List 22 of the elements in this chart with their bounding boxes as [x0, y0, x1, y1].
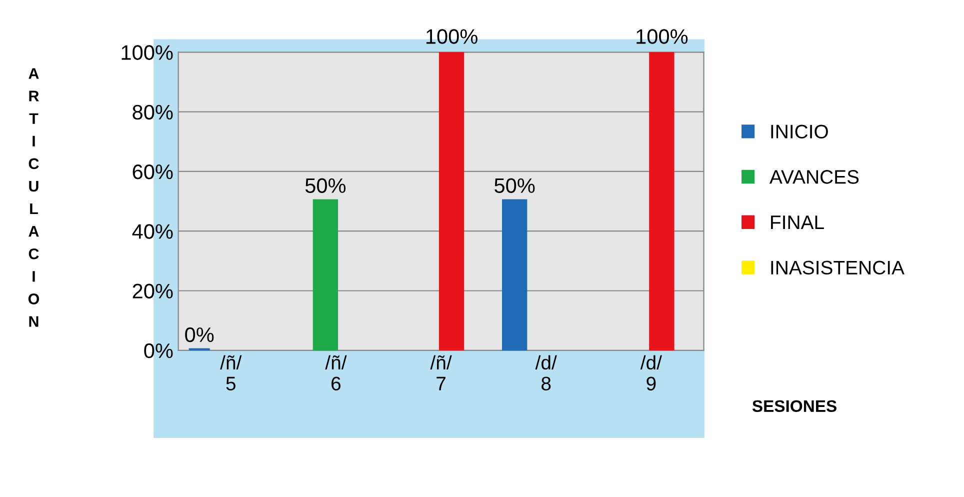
y-tick-label: 80% [132, 104, 173, 120]
y-tick-label: 60% [132, 164, 173, 180]
x-tick-label: /ñ/ 5 [220, 355, 242, 390]
x-axis-title: SESIONES [752, 400, 836, 412]
data-label: 100% [426, 29, 478, 44]
data-label: 0% [185, 327, 214, 342]
legend-label: INASISTENCIA [771, 260, 904, 275]
legend-label: FINAL [771, 216, 824, 229]
y-tick-label: 20% [132, 284, 173, 298]
x-tick-label: /ñ/ 7 [430, 355, 452, 390]
x-tick-label: /d/ 8 [535, 355, 557, 390]
legend-label: INICIO [771, 124, 828, 138]
y-tick-label: 40% [132, 224, 173, 239]
data-label: 50% [494, 178, 535, 193]
y-tick-label: 100% [122, 45, 173, 60]
y-tick-label: 0% [144, 343, 173, 358]
text: ARTICULACION [28, 68, 40, 327]
x-tick-label: /d/ 9 [640, 355, 662, 390]
legend-label: AVANCES [769, 170, 859, 184]
x-tick-label: /ñ/ 6 [325, 355, 347, 390]
data-label: 100% [636, 29, 688, 44]
data-label: 50% [305, 178, 346, 193]
